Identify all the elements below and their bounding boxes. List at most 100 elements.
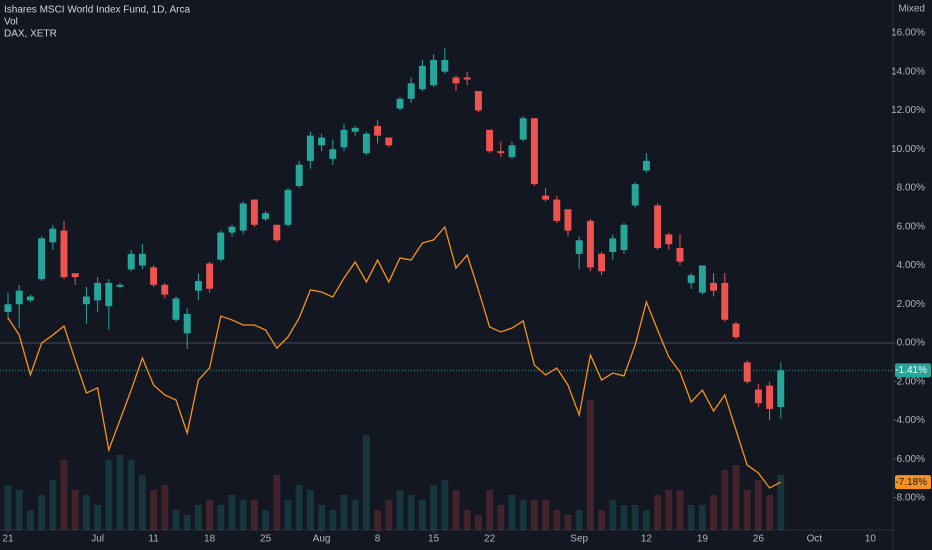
volume-bar	[183, 515, 191, 530]
x-tick-label: Sep	[570, 534, 588, 545]
candle-body	[351, 127, 359, 132]
y-tick-label: -8.00%	[893, 493, 925, 504]
volume-bar	[150, 490, 158, 530]
x-tick-label: 22	[484, 534, 496, 545]
volume-bar	[665, 490, 673, 530]
y-tick-label: 14.00%	[891, 66, 925, 77]
volume-bar	[542, 500, 550, 530]
candle-body	[631, 184, 639, 206]
volume-bar	[777, 475, 785, 530]
candle-body	[687, 275, 695, 283]
candle-body	[463, 77, 471, 80]
volume-layer	[4, 400, 785, 530]
volume-bar	[698, 505, 706, 530]
candle-body	[49, 228, 57, 243]
volume-bar	[295, 485, 303, 530]
volume-bar	[710, 495, 718, 530]
scale-label: Mixed	[898, 4, 925, 15]
x-tick-label: 18	[204, 534, 216, 545]
y-tick-label: 2.00%	[897, 299, 925, 310]
volume-bar	[620, 505, 628, 530]
volume-bar	[138, 475, 146, 530]
candle-body	[721, 282, 729, 320]
volume-bar	[228, 495, 236, 530]
volume-bar	[329, 510, 337, 530]
candle-body	[127, 253, 135, 270]
candle-body	[777, 370, 785, 407]
volume-bar	[262, 510, 270, 530]
candle-body	[598, 253, 606, 272]
volume-bar	[687, 505, 695, 530]
volume-bar	[598, 510, 606, 530]
volume-bar	[564, 515, 572, 530]
volume-bar	[553, 510, 561, 530]
volume-bar	[250, 500, 258, 530]
volume-bar	[194, 505, 202, 530]
volume-bar	[26, 510, 34, 530]
candle-body	[474, 91, 482, 111]
candle-body	[609, 238, 617, 252]
volume-bar	[452, 490, 460, 530]
volume-bar	[340, 495, 348, 530]
price-tag-label: -7.18%	[895, 477, 927, 488]
line-series	[7, 225, 782, 489]
series-name: Ishares MSCI World Index Fund, 1D, Arca	[4, 5, 190, 16]
candle-body	[732, 323, 740, 338]
volume-bar	[474, 515, 482, 530]
volume-bar	[94, 505, 102, 530]
candle-body	[71, 273, 79, 278]
candle-body	[754, 389, 762, 404]
candle-body	[150, 267, 158, 285]
candle-layer	[4, 48, 785, 421]
candle-body	[486, 129, 494, 152]
volume-bar	[754, 480, 762, 530]
volume-bar	[732, 465, 740, 530]
y-tick-label: 12.00%	[891, 105, 925, 116]
volume-bar	[676, 490, 684, 530]
volume-bar	[385, 500, 393, 530]
volume-bar	[609, 500, 617, 530]
candle-body	[60, 230, 68, 278]
volume-bar	[38, 495, 46, 530]
candle-body	[194, 280, 202, 291]
candle-body	[396, 98, 404, 109]
volume-bar	[519, 500, 527, 530]
series-name: Vol	[4, 17, 18, 28]
candle-body	[519, 118, 527, 140]
candle-body	[26, 296, 34, 301]
candle-body	[273, 224, 281, 241]
candle-body	[38, 238, 46, 280]
x-tick-label: 10	[865, 534, 877, 545]
candle-body	[138, 253, 146, 266]
volume-bar	[306, 490, 314, 530]
axis-layer: -8.00% -6.00% -4.00% -2.00% 0.00% 2.00% 4.00% 6…	[2, 28, 931, 545]
candle-body	[542, 195, 550, 200]
candle-body	[698, 265, 706, 293]
volume-bar	[161, 485, 169, 530]
volume-bar	[172, 510, 180, 530]
candle-body	[105, 282, 113, 307]
candle-body	[4, 304, 12, 312]
candle-body	[262, 213, 270, 219]
volume-bar	[721, 470, 729, 530]
x-tick-label: 21	[2, 534, 14, 545]
y-tick-label: 10.00%	[891, 144, 925, 155]
volume-bar	[318, 505, 326, 530]
candle-body	[497, 151, 505, 154]
volume-bar	[273, 475, 281, 530]
volume-bar	[766, 495, 774, 530]
volume-bar	[206, 500, 214, 530]
y-tick-label: 0.00%	[897, 338, 925, 349]
x-tick-label: Aug	[313, 534, 331, 545]
candle-body	[564, 209, 572, 231]
volume-bar	[575, 510, 583, 530]
volume-bar	[508, 495, 516, 530]
volume-bar	[631, 505, 639, 530]
volume-bar	[105, 460, 113, 530]
y-tick-label: 16.00%	[891, 28, 925, 39]
volume-bar	[15, 490, 23, 530]
volume-bar	[642, 510, 650, 530]
candle-body	[94, 282, 102, 301]
candle-body	[284, 189, 292, 225]
